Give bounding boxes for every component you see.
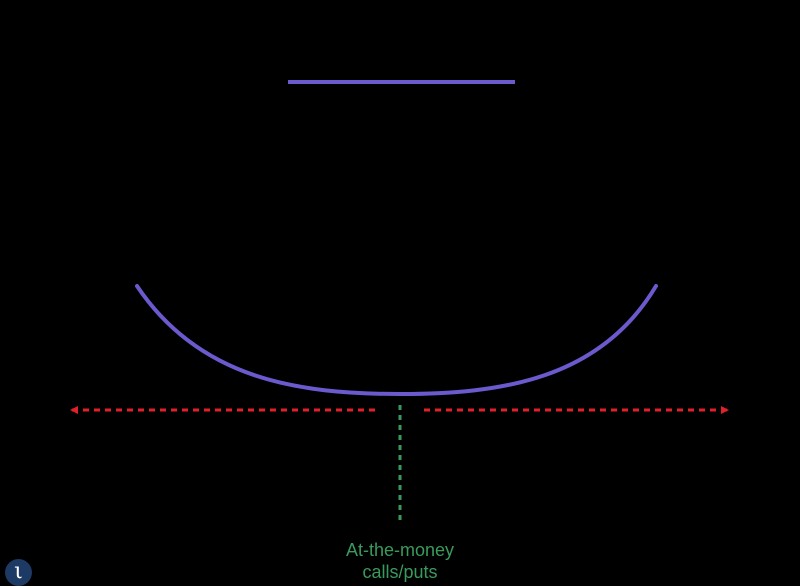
brand-logo-icon: ι [5,559,32,586]
atm-label-line2: calls/puts [362,562,438,582]
atm-label-line1: At-the-money [345,540,455,560]
volatility-smile-curve [135,284,658,397]
